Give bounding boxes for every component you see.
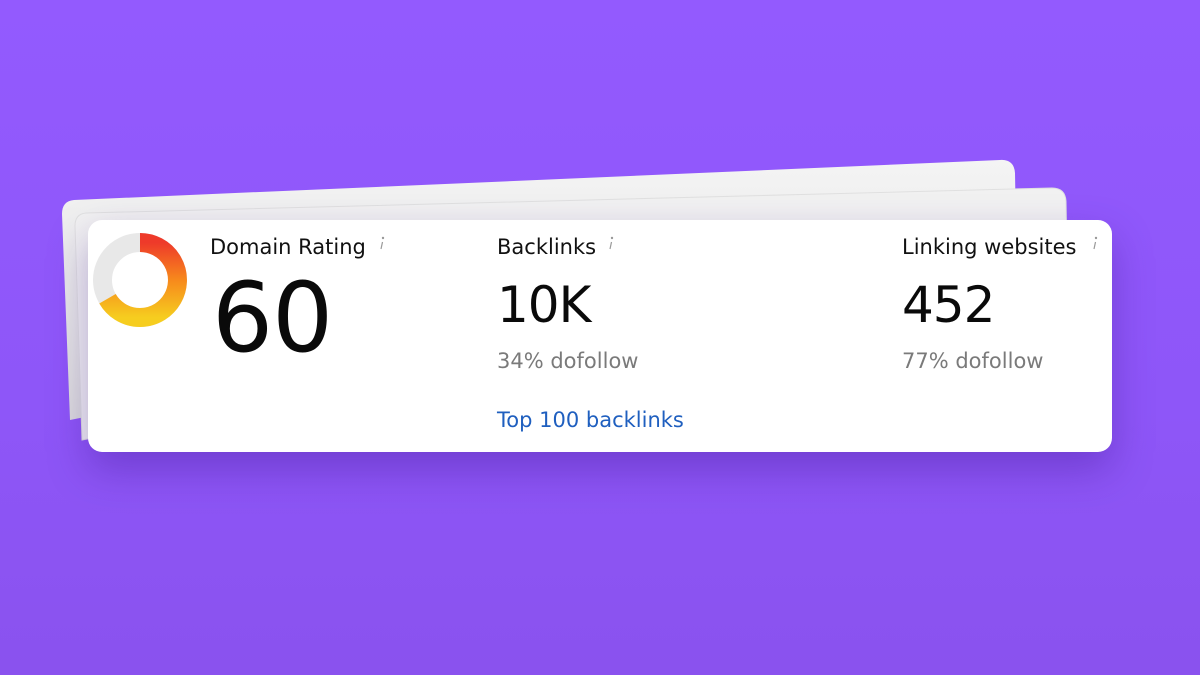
info-icon[interactable] [378,236,386,250]
gauge-arc [99,233,187,327]
metric-label: Backlinks [497,235,597,259]
backlinks-link[interactable]: Top 100 backlinks [497,408,684,432]
info-icon[interactable] [1091,236,1099,250]
metric-note: 34% dofollow [497,349,639,373]
metrics-card: Domain Rating 60 Backlinks 10K 34% dofol… [88,220,1112,452]
metric-note: 77% dofollow [902,349,1044,373]
metric-value: 10K [497,276,591,334]
info-icon[interactable] [607,236,615,250]
metric-value: 452 [902,276,995,334]
metric-label: Domain Rating [210,235,366,259]
metric-value: 60 [212,262,333,374]
rating-gauge [93,233,187,327]
metric-label: Linking websites [902,235,1077,259]
